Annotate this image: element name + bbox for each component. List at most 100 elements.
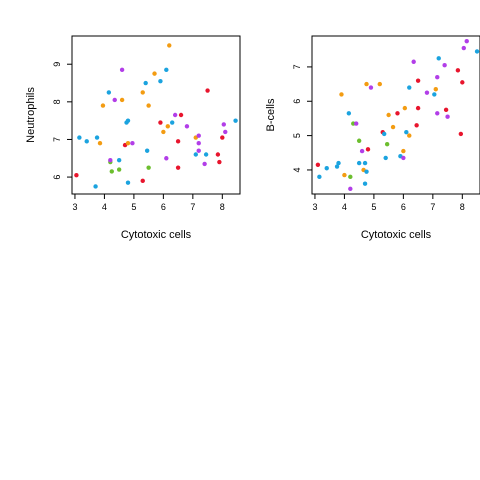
data-point [178, 112, 184, 118]
data-point [167, 43, 172, 48]
data-point [175, 139, 181, 144]
data-points [74, 43, 238, 189]
data-point [112, 97, 117, 103]
data-point [455, 68, 461, 73]
data-point [364, 169, 369, 174]
data-point [386, 112, 391, 118]
data-point [100, 103, 106, 108]
x-axis-label: Cytotoxic cells [361, 229, 432, 241]
x-tick-label: 3 [72, 202, 77, 212]
data-point [158, 78, 163, 84]
y-axis: 4 5 6 7 [292, 64, 312, 172]
data-point [143, 80, 148, 86]
data-point [125, 118, 131, 123]
x-tick-label: 3 [312, 202, 317, 212]
data-point [324, 166, 329, 171]
data-point [125, 141, 131, 146]
data-point [220, 135, 225, 140]
data-point [342, 172, 347, 178]
x-tick-label: 6 [401, 202, 406, 212]
data-point [348, 186, 353, 192]
y-tick-label: 7 [52, 137, 62, 142]
plot-frame [71, 35, 241, 195]
data-point [383, 155, 388, 161]
data-point [362, 181, 368, 186]
x-axis: 3 4 5 6 7 8 [312, 194, 465, 212]
data-point [116, 167, 122, 172]
data-point [172, 112, 178, 118]
data-point [223, 129, 228, 135]
data-point [460, 80, 465, 85]
x-axis-label: Cytotoxic cells [121, 229, 192, 241]
data-point [140, 90, 145, 95]
data-point [175, 165, 181, 170]
x-tick-label: 7 [430, 202, 435, 212]
data-point [164, 156, 169, 161]
y-tick-label: 7 [292, 64, 302, 69]
data-point [424, 90, 430, 95]
data-point [158, 120, 163, 125]
data-point [130, 141, 135, 146]
data-point [221, 122, 226, 127]
scatter-panel-neutrophils: 3 4 5 6 7 8 6 7 8 9 Cytotoxic cells Neutrophils [25, 35, 241, 241]
data-point [161, 129, 166, 135]
data-point [445, 114, 450, 119]
data-point [315, 162, 321, 168]
y-tick-label: 6 [292, 99, 302, 104]
data-point [362, 160, 368, 166]
data-point [359, 148, 365, 154]
x-tick-label: 5 [371, 202, 376, 212]
x-tick-label: 8 [460, 202, 465, 212]
x-tick-label: 4 [342, 202, 347, 212]
data-point [384, 141, 390, 147]
data-point [464, 38, 469, 44]
scatter-panel-b-cells: 3 4 5 6 7 8 4 5 6 7 Cytotoxic cells B-cells [265, 35, 480, 241]
data-point [395, 111, 400, 116]
data-point [339, 92, 344, 97]
y-tick-label: 9 [52, 62, 62, 67]
data-point [382, 131, 387, 137]
data-point [116, 157, 122, 163]
x-tick-label: 8 [220, 202, 225, 212]
data-point [125, 180, 131, 185]
data-point [435, 111, 440, 116]
data-point [84, 139, 89, 144]
data-point [164, 67, 169, 73]
data-point [401, 148, 406, 154]
data-point [205, 88, 210, 93]
x-tick-label: 4 [102, 202, 107, 212]
x-tick-label: 6 [161, 202, 166, 212]
data-point [474, 49, 480, 54]
data-point [461, 45, 466, 51]
x-tick-label: 5 [131, 202, 136, 212]
y-tick-label: 5 [292, 133, 302, 138]
data-point [196, 133, 201, 138]
data-point [411, 59, 416, 64]
data-point [109, 169, 114, 174]
x-axis: 3 4 5 6 7 8 [72, 194, 225, 212]
data-point [414, 123, 419, 128]
data-point [356, 160, 362, 166]
data-point [364, 81, 369, 87]
data-point [184, 124, 190, 129]
data-point [402, 105, 408, 111]
data-point [146, 165, 151, 170]
data-point [146, 103, 151, 108]
data-point [354, 121, 359, 126]
data-point [119, 67, 125, 73]
data-point [404, 129, 409, 135]
data-point [215, 152, 221, 157]
data-point [443, 107, 449, 113]
data-point [415, 78, 421, 83]
x-tick-label: 7 [190, 202, 195, 212]
data-point [377, 81, 382, 87]
y-tick-label: 8 [52, 99, 62, 104]
data-points [315, 38, 480, 192]
data-point [356, 138, 362, 143]
data-point [346, 111, 352, 116]
data-point [348, 174, 353, 180]
data-point [108, 157, 113, 163]
data-point [170, 120, 175, 125]
data-point [144, 148, 150, 153]
